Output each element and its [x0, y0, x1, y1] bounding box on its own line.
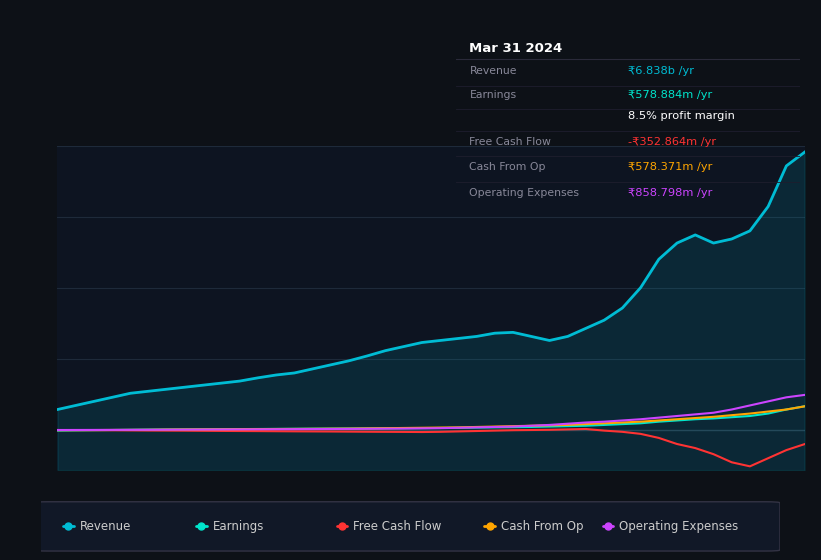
Text: 2024: 2024	[0, 559, 1, 560]
Text: 2019: 2019	[0, 559, 1, 560]
Text: Free Cash Flow: Free Cash Flow	[353, 520, 441, 533]
Text: 2016: 2016	[0, 559, 1, 560]
Text: ₹578.371m /yr: ₹578.371m /yr	[628, 162, 713, 172]
Text: Revenue: Revenue	[80, 520, 131, 533]
Text: ₹578.884m /yr: ₹578.884m /yr	[628, 90, 713, 100]
Text: Operating Expenses: Operating Expenses	[619, 520, 738, 533]
Text: -₹1b: -₹1b	[0, 559, 1, 560]
Text: Free Cash Flow: Free Cash Flow	[470, 137, 552, 147]
Text: Revenue: Revenue	[470, 66, 517, 76]
Text: 2020: 2020	[0, 559, 1, 560]
Text: -₹352.864m /yr: -₹352.864m /yr	[628, 137, 716, 147]
Text: 2017: 2017	[0, 559, 1, 560]
Text: Cash From Op: Cash From Op	[470, 162, 546, 172]
Text: 2018: 2018	[0, 559, 1, 560]
Text: 2021: 2021	[0, 559, 1, 560]
Text: Earnings: Earnings	[470, 90, 516, 100]
Text: Earnings: Earnings	[213, 520, 264, 533]
Text: ₹0: ₹0	[0, 559, 1, 560]
Text: 2022: 2022	[0, 559, 1, 560]
Text: ₹858.798m /yr: ₹858.798m /yr	[628, 188, 713, 198]
Text: Cash From Op: Cash From Op	[501, 520, 583, 533]
Text: Mar 31 2024: Mar 31 2024	[470, 42, 562, 55]
FancyBboxPatch shape	[34, 502, 780, 551]
Text: ₹6.838b /yr: ₹6.838b /yr	[628, 66, 694, 76]
Text: 8.5% profit margin: 8.5% profit margin	[628, 111, 735, 121]
Text: 2023: 2023	[0, 559, 1, 560]
Text: Operating Expenses: Operating Expenses	[470, 188, 580, 198]
Text: ₹7b: ₹7b	[0, 559, 1, 560]
Text: 2015: 2015	[0, 559, 1, 560]
